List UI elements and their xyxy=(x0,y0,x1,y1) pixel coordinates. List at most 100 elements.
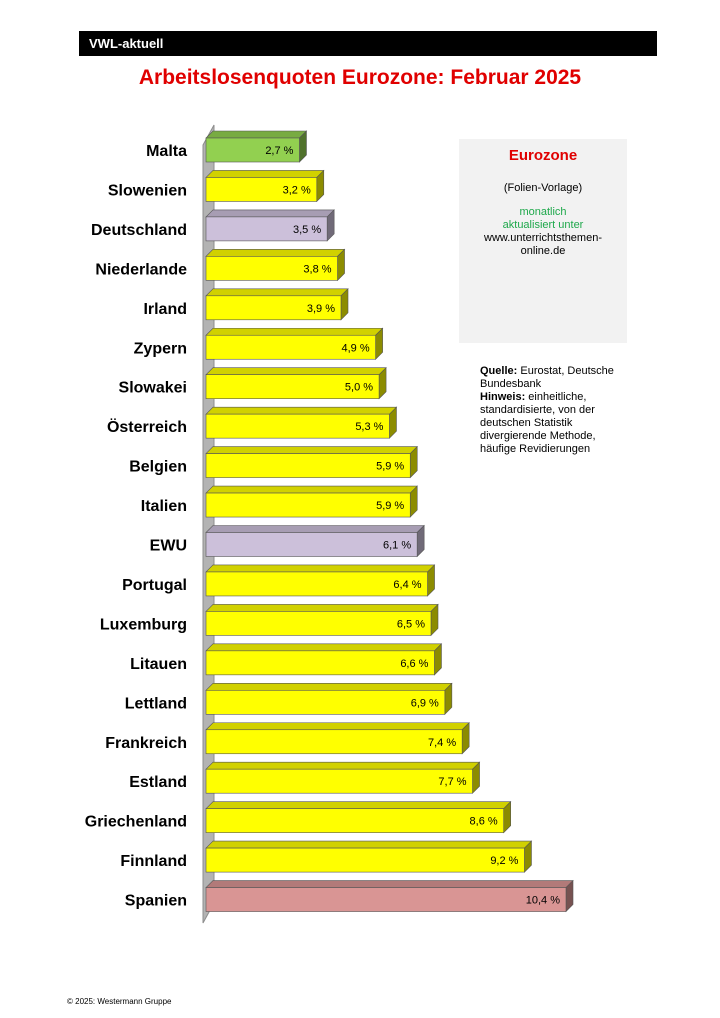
info-box-url: www.unterrichtsthemen- online.de xyxy=(459,232,627,258)
bar-top-face xyxy=(205,130,308,139)
data-label: 5,0 % xyxy=(345,382,373,394)
bar-top-face xyxy=(205,367,387,376)
info-box-update-line1: monatlich xyxy=(519,206,567,218)
bar-top-face xyxy=(205,643,443,652)
bar-front-face xyxy=(205,137,300,163)
source-text: Eurostat, Deutsche Bundesbank xyxy=(480,365,614,390)
bar-top-face xyxy=(205,327,384,336)
hint-text: einheitliche, standardisierte, von der d… xyxy=(480,391,596,455)
bar-front-face xyxy=(205,256,338,281)
data-label: 6,1 % xyxy=(383,540,411,552)
source-label: Quelle: xyxy=(480,365,518,377)
data-label: 5,9 % xyxy=(376,461,404,473)
bar-front-face xyxy=(205,808,504,833)
bar-top-face xyxy=(205,485,418,494)
bar-front-face xyxy=(205,689,446,715)
copyright-footer: © 2025: Westermann Gruppe xyxy=(67,997,172,1006)
bar xyxy=(205,288,349,321)
bar-top-face xyxy=(205,840,533,849)
bar xyxy=(205,485,418,518)
bar-top-face xyxy=(205,682,453,691)
data-label: 2,7 % xyxy=(265,145,293,157)
info-box-subtitle: (Folien-Vorlage) xyxy=(503,182,583,194)
source-notes: Quelle: Eurostat, Deutsche Bundesbank Hi… xyxy=(480,365,630,456)
bar-top-face xyxy=(205,209,335,218)
header-bar: VWL-aktuell xyxy=(79,31,657,56)
category-label: Finnland xyxy=(120,853,187,870)
bar-front-face xyxy=(205,334,376,360)
data-label: 6,5 % xyxy=(397,618,425,630)
bar-top-face xyxy=(205,801,512,809)
bar xyxy=(205,564,436,597)
category-label: Belgien xyxy=(129,459,187,476)
bar-front-face xyxy=(205,887,567,912)
info-box: Eurozone (Folien-Vorlage) monatlich aktu… xyxy=(459,139,627,343)
chart-title: Arbeitslosenquoten Eurozone: Februar 202… xyxy=(138,66,582,89)
bar-front-face xyxy=(205,374,380,400)
bar-top-face xyxy=(205,525,425,533)
bar xyxy=(205,800,512,834)
data-label: 6,4 % xyxy=(393,579,421,591)
bar-top-face xyxy=(205,288,349,297)
category-label: Estland xyxy=(129,774,187,791)
bar-front-face xyxy=(205,413,390,439)
category-label: Griechenland xyxy=(85,814,187,831)
data-label: 7,4 % xyxy=(428,737,456,749)
bar-front-face xyxy=(205,177,318,202)
bar xyxy=(205,682,453,716)
category-label: Frankreich xyxy=(105,735,187,752)
data-label: 10,4 % xyxy=(526,895,560,907)
bar-front-face xyxy=(205,532,418,557)
category-label: Italien xyxy=(141,498,187,515)
info-box-update-note: monatlich aktualisiert unter xyxy=(459,206,627,232)
data-label: 3,2 % xyxy=(283,184,311,196)
bar-top-face xyxy=(205,446,418,454)
bar xyxy=(205,169,325,203)
data-label: 6,9 % xyxy=(411,697,439,709)
category-label: Zypern xyxy=(134,340,187,357)
category-label: Litauen xyxy=(130,656,187,673)
category-label: Portugal xyxy=(122,577,187,594)
category-label: Malta xyxy=(146,143,187,160)
data-label: 7,7 % xyxy=(438,776,466,788)
data-label: 5,3 % xyxy=(355,421,383,433)
bar xyxy=(205,643,443,676)
category-label: Deutschland xyxy=(91,222,187,239)
info-box-url-line1: www.unterrichtsthemen- xyxy=(484,232,602,244)
hint-label: Hinweis: xyxy=(480,391,526,403)
bar xyxy=(205,524,425,558)
category-label: EWU xyxy=(150,538,187,555)
bar xyxy=(205,406,398,439)
info-box-title: Eurozone xyxy=(508,147,578,164)
bar-front-face xyxy=(205,295,342,321)
bar-front-face xyxy=(205,216,328,242)
bar xyxy=(205,603,439,637)
bar xyxy=(205,879,574,913)
bar-front-face xyxy=(205,768,473,794)
category-label: Slowenien xyxy=(108,182,187,199)
bar xyxy=(205,761,481,794)
bar-top-face xyxy=(205,761,481,770)
data-label: 9,2 % xyxy=(490,855,518,867)
bar-front-face xyxy=(205,453,411,478)
bar-top-face xyxy=(205,604,439,612)
bar xyxy=(205,366,387,400)
bar xyxy=(205,248,346,282)
bar-top-face xyxy=(205,722,470,731)
data-label: 6,6 % xyxy=(400,658,428,670)
category-label: Luxemburg xyxy=(100,616,187,633)
category-label: Lettland xyxy=(125,695,187,712)
data-label: 8,6 % xyxy=(470,816,498,828)
bar-front-face xyxy=(205,650,435,676)
category-label: Österreich xyxy=(107,417,187,436)
bar xyxy=(205,445,418,479)
bar-top-face xyxy=(205,406,398,415)
info-box-url-line2: online.de xyxy=(520,245,566,257)
data-label: 3,9 % xyxy=(307,303,335,315)
bar-top-face xyxy=(205,170,325,178)
category-label: Spanien xyxy=(125,893,187,910)
bar xyxy=(205,209,335,242)
info-box-update-line2: aktualisiert unter xyxy=(502,219,584,231)
header-label: VWL-aktuell xyxy=(89,36,164,51)
